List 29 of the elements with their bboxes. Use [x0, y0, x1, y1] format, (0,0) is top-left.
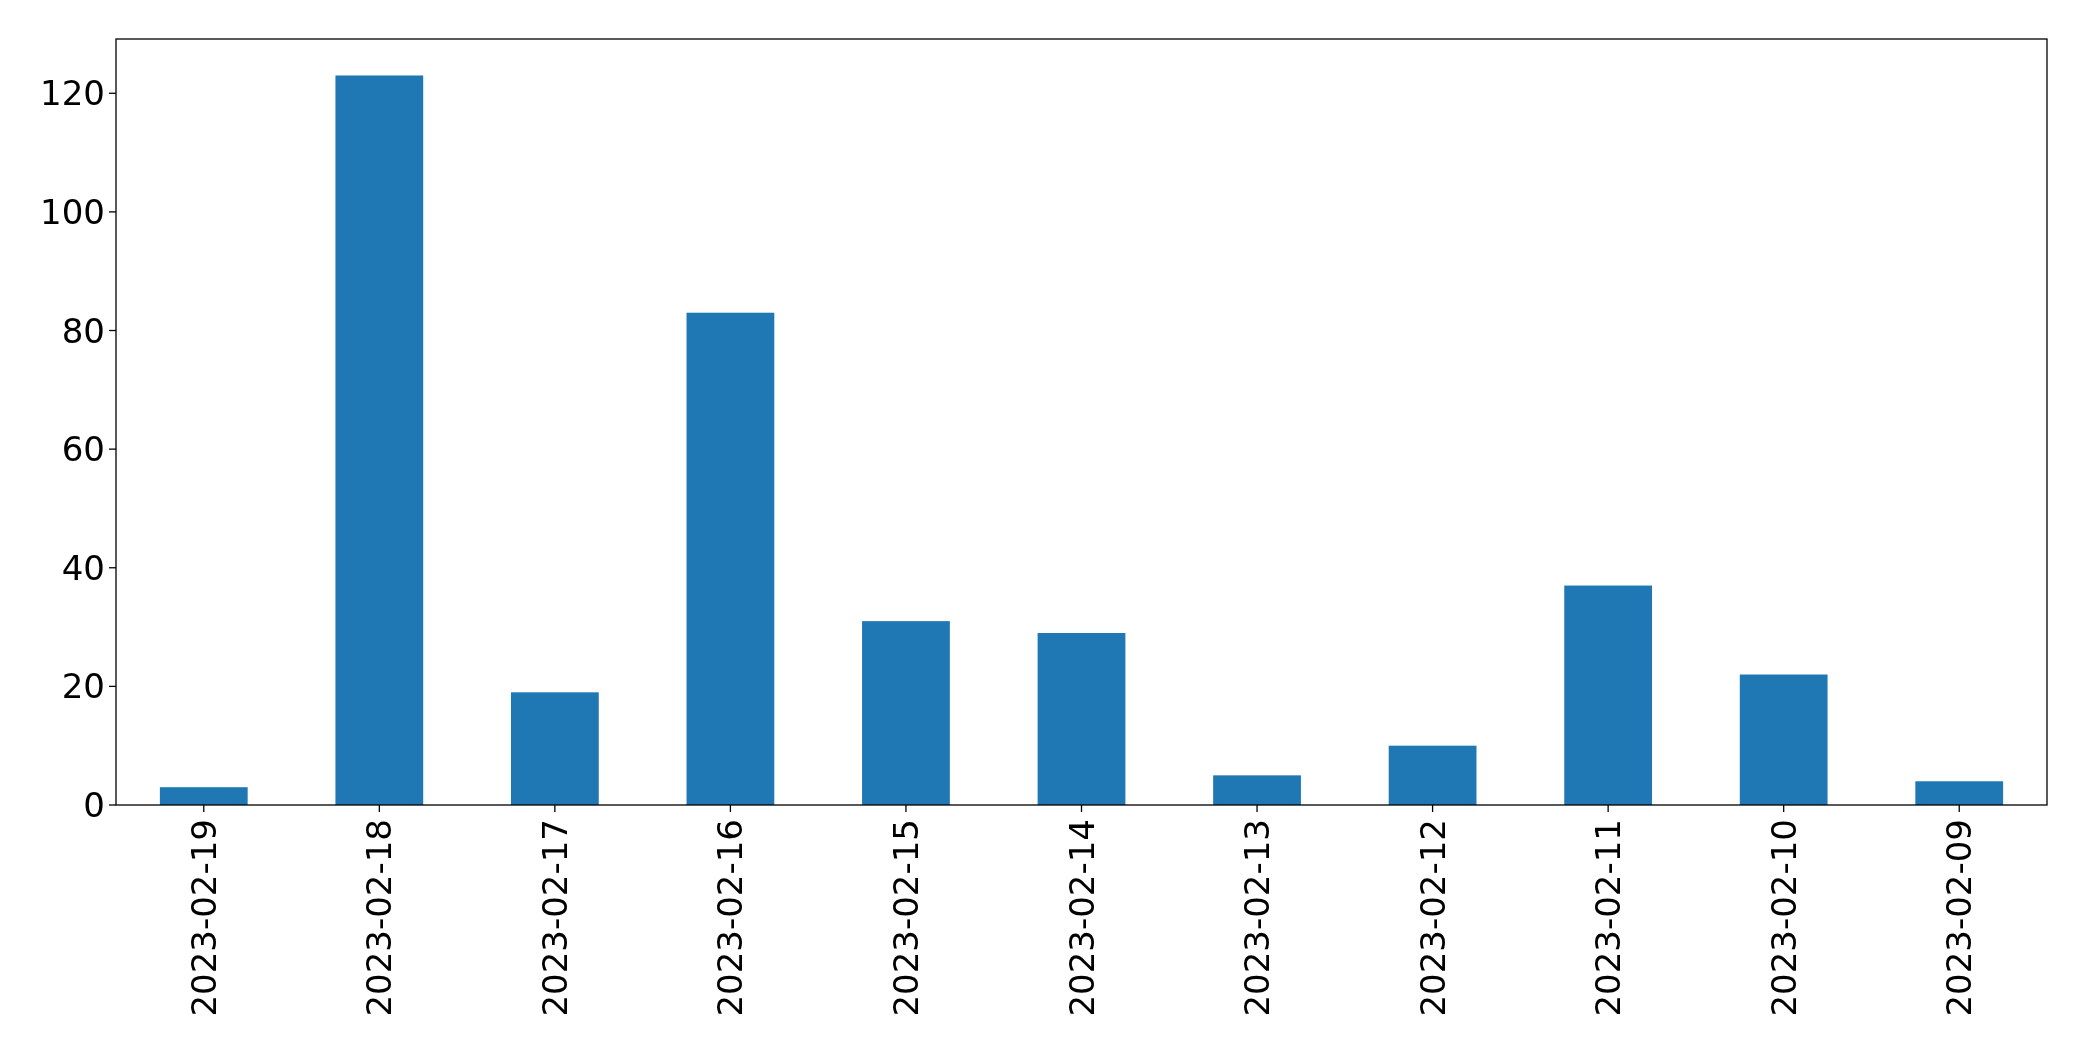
- x-tick-label: 2023-02-16: [710, 819, 751, 1017]
- x-tick-label: 2023-02-10: [1763, 819, 1804, 1017]
- bar: [1213, 775, 1301, 805]
- bar: [1739, 674, 1828, 805]
- x-tick-label: 2023-02-19: [183, 819, 224, 1017]
- bar: [335, 75, 424, 805]
- y-tick-label: 40: [61, 547, 105, 588]
- x-tick-label: 2023-02-18: [359, 819, 400, 1017]
- bar: [686, 312, 775, 805]
- x-tick-label: 2023-02-17: [534, 819, 575, 1017]
- x-tick-label: 2023-02-14: [1061, 819, 1102, 1017]
- x-tick-label: 2023-02-09: [1939, 819, 1980, 1017]
- bar: [1915, 781, 2004, 805]
- x-tick-label: 2023-02-12: [1412, 819, 1453, 1017]
- bar: [159, 787, 248, 805]
- y-tick-label: 20: [61, 666, 105, 707]
- y-tick-label: 0: [83, 785, 105, 825]
- y-tick-label: 60: [61, 429, 105, 470]
- bar: [1388, 745, 1477, 805]
- bar: [1564, 585, 1653, 805]
- y-tick-label: 120: [40, 73, 105, 114]
- y-tick-label: 100: [40, 191, 105, 232]
- bar: [1037, 633, 1126, 805]
- x-tick-label: 2023-02-13: [1237, 819, 1278, 1017]
- x-tick-label: 2023-02-15: [885, 819, 926, 1017]
- bar: [510, 692, 599, 805]
- x-tick-label: 2023-02-11: [1588, 819, 1629, 1017]
- y-tick-label: 80: [61, 310, 105, 351]
- bar: [862, 621, 950, 805]
